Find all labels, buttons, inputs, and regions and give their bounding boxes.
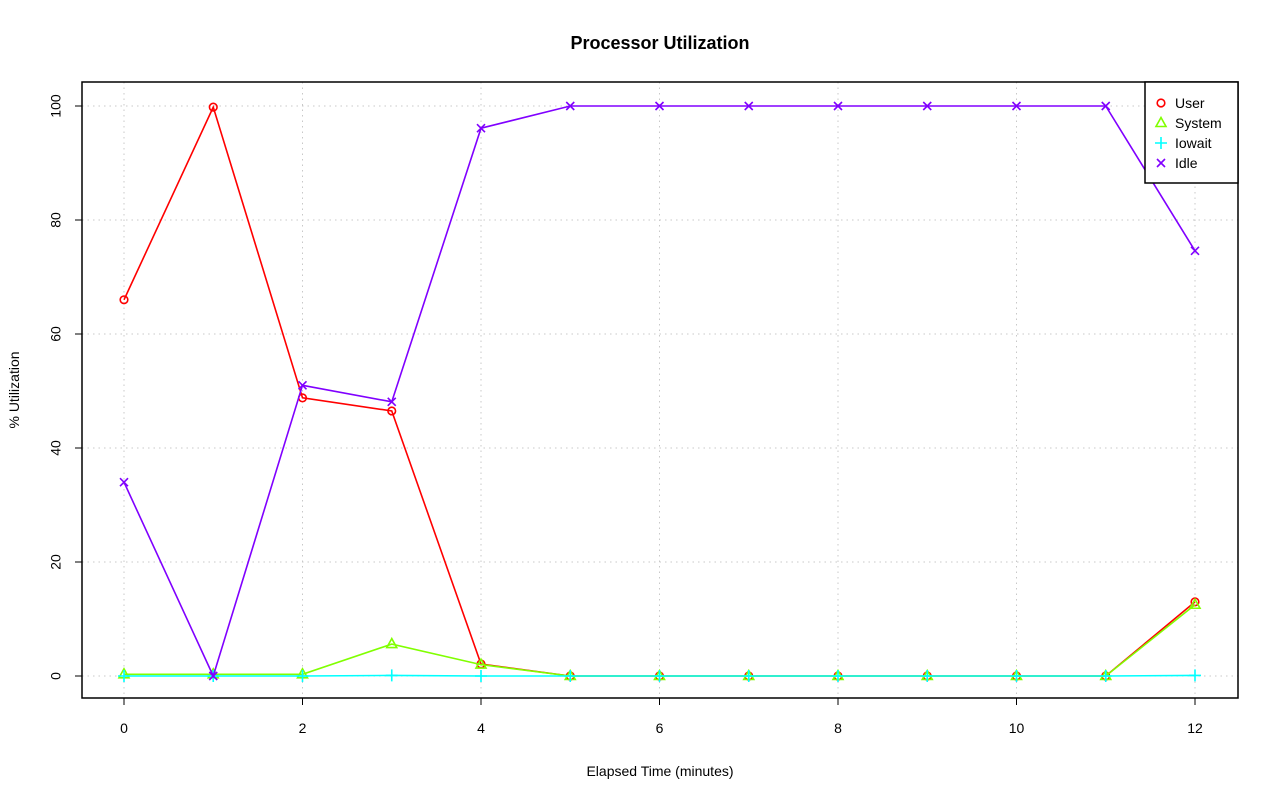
data-point-iowait: [296, 670, 309, 682]
data-point-iowait: [1010, 670, 1023, 682]
data-point-user: [119, 295, 129, 305]
series-idle: [119, 101, 1200, 681]
data-point-iowait: [742, 670, 755, 682]
data-point-user: [208, 102, 218, 112]
legend-label-system: System: [1175, 115, 1222, 131]
data-point-iowait: [832, 670, 844, 682]
legend-marker-iowait: [1155, 137, 1167, 149]
x-tick-label: 6: [656, 720, 664, 736]
y-tick-label: 0: [48, 672, 64, 680]
data-point-idle: [119, 477, 129, 487]
data-point-iowait: [1099, 670, 1112, 682]
data-point-idle: [833, 101, 843, 111]
data-point-iowait: [921, 670, 934, 682]
data-point-user: [387, 406, 397, 416]
legend-label-user: User: [1175, 95, 1205, 111]
x-tick-label: 12: [1187, 720, 1203, 736]
x-tick-label: 4: [477, 720, 485, 736]
chart-title: Processor Utilization: [570, 33, 749, 53]
y-axis-label: % Utilization: [6, 351, 22, 428]
data-point-iowait: [385, 669, 398, 682]
data-point-idle: [387, 397, 397, 407]
x-tick-label: 10: [1009, 720, 1025, 736]
axes: 0 2 4 6 8 10 12 0 20 40 60 80 100: [48, 94, 1203, 736]
legend: User System Iowait Idle: [1144, 81, 1239, 184]
series-iowait: [118, 669, 1201, 682]
data-point-idle: [1011, 101, 1022, 111]
data-point-idle: [297, 380, 308, 390]
x-axis-label: Elapsed Time (minutes): [586, 763, 733, 779]
y-tick-label: 100: [48, 94, 64, 118]
data-point-idle: [922, 101, 932, 111]
data-point-iowait: [118, 670, 130, 682]
y-tick-label: 80: [48, 212, 64, 228]
data-point-idle: [654, 101, 665, 111]
grid: [82, 82, 1238, 698]
data-point-system: [474, 657, 488, 669]
series-user: [119, 102, 1200, 681]
x-tick-label: 0: [120, 720, 128, 736]
data-point-idle: [1101, 101, 1111, 111]
x-tick-label: 2: [299, 720, 307, 736]
data-point-idle: [476, 123, 486, 133]
legend-marker-user: [1156, 98, 1166, 108]
x-tick-label: 8: [834, 720, 842, 736]
data-point-system: [385, 636, 399, 649]
plot-frame: [81, 81, 1239, 699]
data-point-idle: [565, 101, 575, 111]
legend-marker-system: [1154, 115, 1168, 128]
y-tick-label: 40: [48, 440, 64, 456]
data-point-iowait: [475, 670, 487, 682]
data-point-idle: [208, 671, 218, 681]
data-point-system: [1188, 597, 1202, 610]
data-point-iowait: [1189, 669, 1201, 682]
legend-label-iowait: Iowait: [1175, 135, 1212, 151]
data-point-idle: [1190, 246, 1200, 256]
series-group: [117, 101, 1202, 682]
y-tick-label: 60: [48, 326, 64, 342]
data-point-iowait: [564, 670, 577, 682]
data-point-iowait: [653, 670, 666, 682]
y-tick-label: 20: [48, 554, 64, 570]
legend-label-idle: Idle: [1175, 155, 1198, 171]
data-point-idle: [744, 101, 754, 111]
legend-marker-idle: [1156, 158, 1166, 168]
